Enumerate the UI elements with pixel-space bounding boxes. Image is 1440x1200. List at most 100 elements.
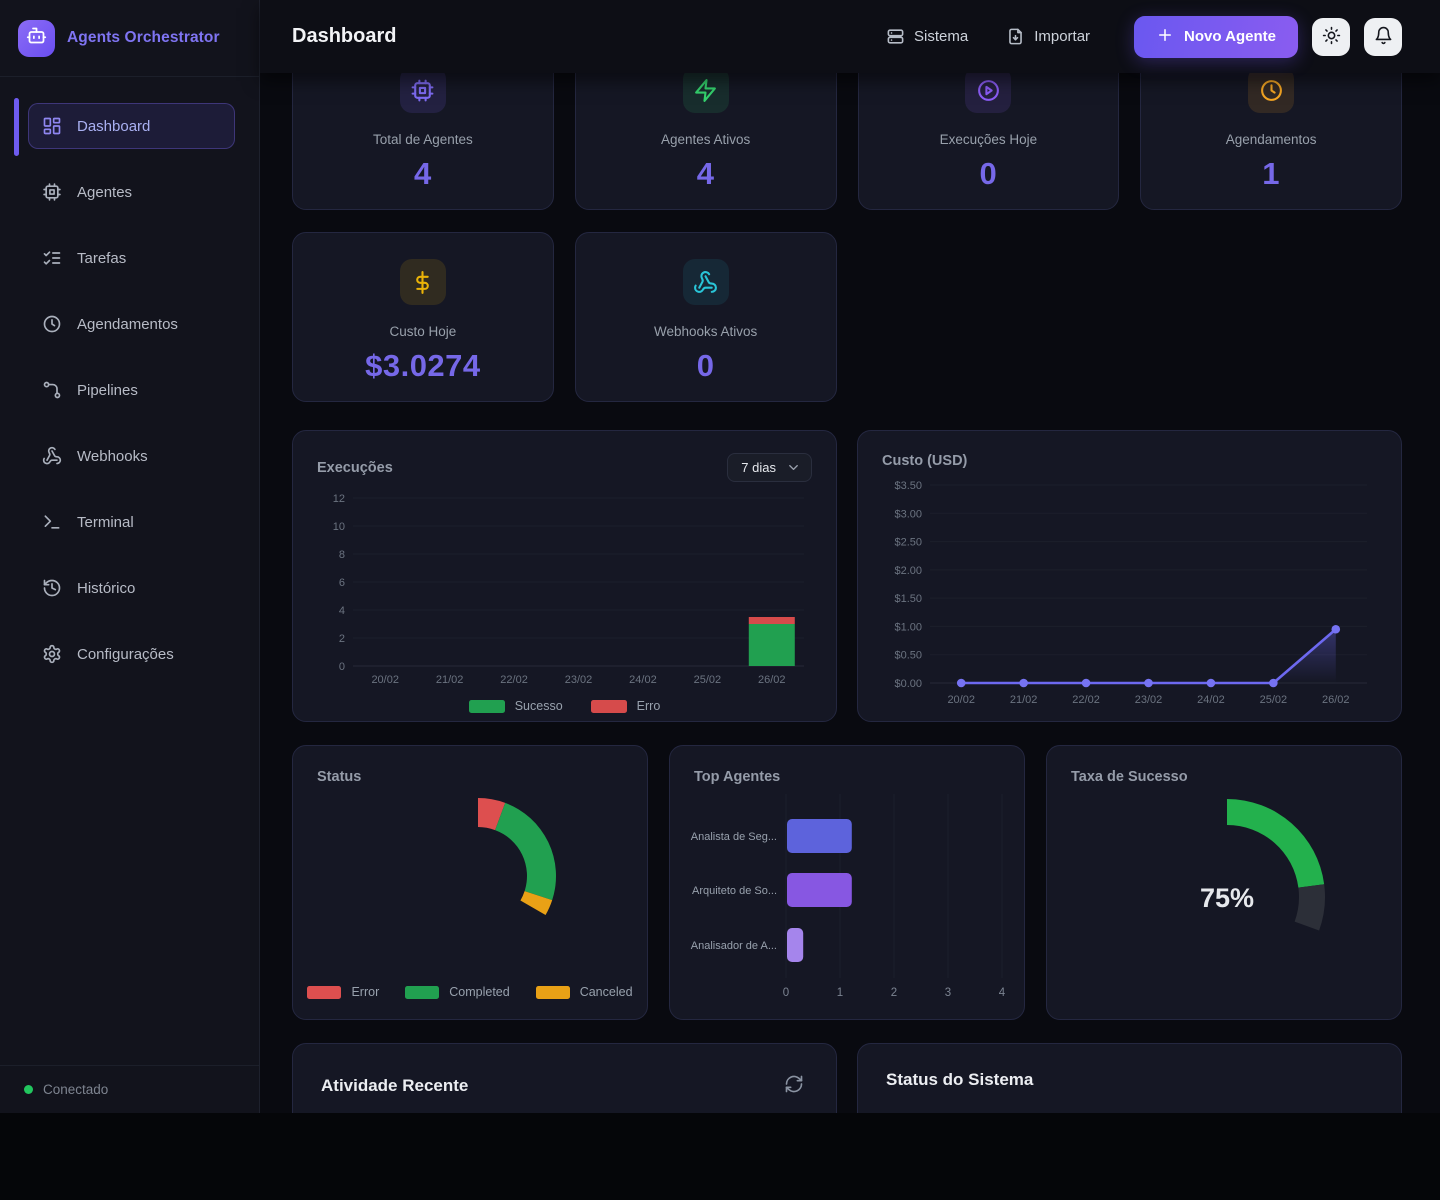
legend-chip: [405, 985, 440, 999]
svg-text:21/02: 21/02: [1010, 694, 1038, 706]
stat-card-custo-hoje: Custo Hoje $3.0274: [292, 232, 554, 402]
execucoes-bar-chart: 0 2 4 6 8 10 12 20/02 21/02 22/02 23/02 24/02 25/02 2…: [333, 493, 804, 686]
top-header: Dashboard Sistema Importar Novo Agente: [260, 0, 1440, 73]
stat-label: Webhooks Ativos: [653, 324, 758, 339]
svg-text:2: 2: [339, 633, 345, 645]
webhook-icon: [694, 270, 718, 293]
svg-text:23/02: 23/02: [565, 674, 593, 686]
svg-text:2: 2: [891, 987, 897, 999]
svg-text:$2.00: $2.00: [894, 565, 922, 577]
dollar-icon: [416, 270, 430, 294]
svg-text:$0.50: $0.50: [894, 650, 922, 662]
legend-label: Completed: [449, 985, 510, 999]
refresh-activity-button[interactable]: [780, 1070, 808, 1101]
novo-agente-button[interactable]: Novo Agente: [1134, 15, 1298, 58]
svg-text:12: 12: [333, 493, 345, 505]
cpu-icon: [411, 79, 434, 101]
svg-text:Arquiteto de So...: Arquiteto de So...: [692, 885, 777, 897]
status-legend: Error Completed Canceled: [293, 985, 647, 999]
terminal-icon: [44, 515, 60, 529]
svg-text:24/02: 24/02: [629, 674, 657, 686]
top-agentes-card: Top Agentes 0 1 2 3 4 Analista de Seg... Arqui…: [669, 745, 1025, 1020]
svg-text:26/02: 26/02: [1322, 694, 1350, 706]
sidebar-item-dashboard[interactable]: Dashboard: [14, 98, 235, 156]
stat-label: Custo Hoje: [389, 324, 457, 339]
svg-text:24/02: 24/02: [1197, 694, 1225, 706]
plus-icon: [1159, 28, 1172, 41]
legend-item-erro[interactable]: Erro: [590, 699, 660, 713]
svg-text:1: 1: [837, 987, 843, 999]
importar-button[interactable]: Importar: [994, 19, 1102, 54]
sidebar-item-configuracoes[interactable]: Configurações: [28, 631, 235, 677]
bottom-row: Atividade Recente Status do Sistema: [292, 1043, 1402, 1113]
svg-text:4: 4: [339, 605, 345, 617]
svg-text:22/02: 22/02: [1072, 694, 1100, 706]
sistema-button[interactable]: Sistema: [874, 19, 980, 54]
stat-card-agentes-ativos: Agentes Ativos 4: [574, 73, 837, 210]
stat-icon-tile: [1248, 73, 1295, 113]
execucoes-legend: Sucesso Erro: [317, 699, 812, 713]
sidebar-item-label: Dashboard: [77, 117, 151, 135]
status-sistema-title: Status do Sistema: [886, 1070, 1034, 1089]
execucoes-chart-title: Execuções: [317, 459, 393, 476]
webhook-icon: [42, 446, 62, 465]
status-donut-chart: [478, 798, 556, 915]
atividade-recente-title: Atividade Recente: [321, 1075, 469, 1095]
sidebar-item-agentes[interactable]: Agentes: [28, 169, 235, 215]
legend-item-canceled[interactable]: Canceled: [535, 985, 633, 999]
stat-value: $3.0274: [365, 348, 481, 383]
svg-text:8: 8: [339, 549, 345, 561]
range-select[interactable]: 7 dias: [727, 453, 812, 482]
sidebar-item-historico[interactable]: Histórico: [28, 565, 235, 611]
svg-text:21/02: 21/02: [436, 674, 464, 686]
dashboard-icon: [43, 117, 61, 135]
legend-label: Sucesso: [514, 699, 563, 713]
svg-text:20/02: 20/02: [947, 694, 975, 706]
svg-text:Analisador de A...: Analisador de A...: [691, 940, 777, 952]
svg-text:0: 0: [783, 987, 789, 999]
status-sistema-card: Status do Sistema: [857, 1043, 1402, 1113]
legend-item-sucesso[interactable]: Sucesso: [468, 699, 563, 713]
stat-icon-tile: [399, 73, 446, 113]
legend-item-error[interactable]: Error: [307, 985, 379, 999]
sidebar-item-tarefas[interactable]: Tarefas: [28, 235, 235, 281]
theme-toggle-button[interactable]: [1312, 17, 1350, 56]
stat-icon-tile: [965, 73, 1012, 113]
stat-label: Agendamentos: [1225, 132, 1317, 147]
notifications-button[interactable]: [1364, 17, 1402, 56]
status-donut-card: Status Error Completed Canceled: [292, 745, 648, 1020]
custo-line-chart: $0.00 $0.50 $1.00 $1.50 $2.00 $2.50 $3.00 $3.50…: [894, 480, 1367, 706]
stat-value: 4: [414, 156, 432, 191]
svg-text:3: 3: [945, 987, 951, 999]
sidebar-item-agendamentos[interactable]: Agendamentos: [28, 301, 235, 347]
sidebar: Agents Orchestrator Dashboard Agentes Tare…: [0, 0, 260, 1113]
sidebar-item-label: Configurações: [77, 645, 174, 663]
sidebar-item-label: Histórico: [77, 579, 136, 597]
clock-icon: [1260, 79, 1282, 101]
sidebar-item-webhooks[interactable]: Webhooks: [28, 433, 235, 479]
svg-text:22/02: 22/02: [500, 674, 528, 686]
legend-item-completed[interactable]: Completed: [405, 985, 510, 999]
svg-text:10: 10: [333, 521, 345, 533]
sidebar-item-pipelines[interactable]: Pipelines: [28, 367, 235, 413]
svg-text:Analista de Seg...: Analista de Seg...: [691, 831, 777, 843]
legend-chip: [468, 699, 505, 713]
sidebar-header: Agents Orchestrator: [0, 0, 259, 77]
refresh-icon: [785, 1075, 803, 1093]
history-icon: [43, 579, 61, 597]
sidebar-item-label: Tarefas: [77, 249, 127, 267]
svg-text:$0.00: $0.00: [894, 678, 922, 690]
svg-text:25/02: 25/02: [694, 674, 722, 686]
charts-row: Execuções 7 dias 0 2 4 6 8 10 12 20/02 21/02 22/0…: [292, 430, 1402, 722]
legend-label: Error: [351, 985, 380, 999]
legend-chip: [535, 985, 570, 999]
pipeline-icon: [43, 381, 61, 399]
sidebar-item-terminal[interactable]: Terminal: [28, 499, 235, 545]
svg-text:6: 6: [339, 577, 345, 589]
legend-label: Canceled: [579, 985, 633, 999]
stat-label: Total de Agentes: [372, 132, 473, 147]
sidebar-item-label: Pipelines: [77, 381, 138, 399]
play-circle-icon: [977, 79, 999, 101]
dashboard-content: Total de Agentes 4 Agentes Ativos 4 Execuçõe…: [260, 73, 1440, 1113]
sidebar-item-label: Agendamentos: [77, 315, 178, 333]
